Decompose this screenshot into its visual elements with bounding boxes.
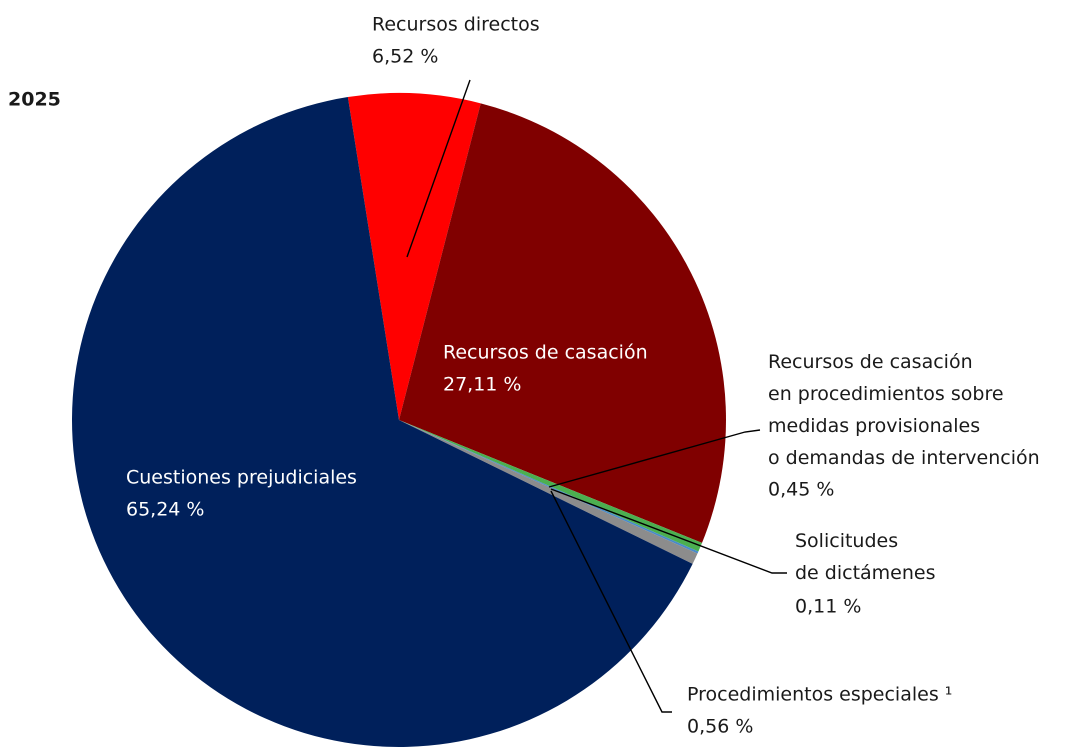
pie-slice (399, 103, 726, 543)
pie-slice (347, 92, 481, 421)
slice-value: 65,24 % (126, 499, 205, 521)
leader-line (406, 79, 471, 258)
chart-title: 2025 (8, 89, 61, 111)
slice-label: Recursos de casación (443, 342, 648, 364)
leader-line (550, 490, 672, 713)
slice-value: 27,11 % (443, 374, 522, 396)
pie-slice (72, 97, 693, 748)
slice-label: Recursos directos (372, 14, 540, 36)
slice-label: Recursos de casación en procedimientos so… (768, 351, 1040, 469)
slice-value: 0,45 % (768, 479, 834, 501)
slice-value: 0,56 % (687, 716, 753, 738)
pie-slice (399, 420, 699, 554)
pie-slice (399, 420, 698, 564)
pie-slice (399, 420, 703, 552)
slice-label: Cuestiones prejudiciales (126, 467, 357, 489)
slice-value: 0,11 % (795, 596, 861, 618)
slice-value: 6,52 % (372, 46, 438, 68)
slice-label: Procedimientos especiales ¹ (687, 684, 952, 706)
leader-line (550, 488, 787, 574)
leader-line (548, 429, 761, 488)
slice-label: Solicitudes de dictámenes (795, 530, 936, 584)
